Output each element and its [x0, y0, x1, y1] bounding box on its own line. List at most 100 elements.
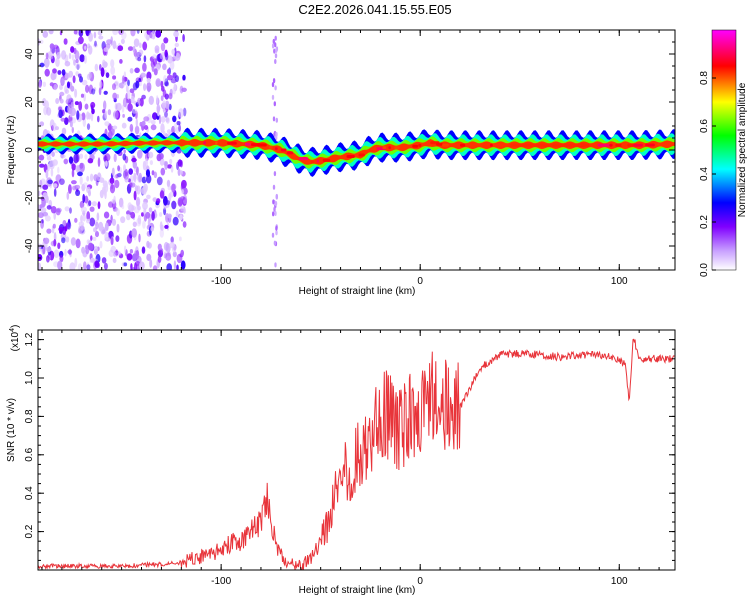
spectrogram-noise-cell	[97, 115, 100, 123]
spectrogram-noise-cell	[111, 198, 116, 204]
spectrogram-noise-cell	[168, 92, 173, 100]
spectrogram-noise-cell	[113, 110, 119, 119]
spectrogram-noise-cell	[142, 41, 148, 51]
spectrogram-noise-cell	[50, 168, 54, 177]
spectrogram-noise-cell	[275, 117, 278, 123]
spectrogram-noise-cell	[56, 52, 61, 59]
spectrogram-noise-cell	[164, 111, 168, 118]
spectrogram-noise-cell	[51, 151, 55, 157]
spectrogram-noise-cell	[123, 170, 130, 180]
spectrogram-noise-cell	[182, 74, 186, 81]
spectrogram-noise-cell	[172, 115, 177, 123]
spectrogram-noise-cell	[86, 175, 90, 182]
snr-scale-label: (x10	[10, 331, 21, 351]
spectrogram-noise-cell	[173, 31, 180, 37]
spectrogram-noise-cell	[138, 233, 141, 243]
spectrogram-noise-cell	[164, 81, 170, 87]
spectrogram-noise-cell	[72, 75, 76, 84]
spectrogram-noise-cell	[133, 172, 137, 181]
spectrogram-noise-cell	[42, 81, 47, 88]
spectrogram-noise-cell	[130, 211, 136, 219]
spectrogram-noise-cell	[171, 243, 177, 253]
spectrogram-panel: -100 0 100 -40 -20 0 20 40 Height of straight l…	[6, 29, 676, 297]
spectrogram-noise-cell	[86, 264, 91, 270]
spectrogram-noise-cell	[38, 80, 42, 88]
spectrogram-noise-cell	[86, 239, 91, 245]
spectrogram-noise-cell	[99, 240, 103, 249]
spectrogram-noise-cell	[89, 206, 95, 212]
spectrogram-noise-cell	[169, 60, 175, 70]
spectrogram-noise-cell	[117, 165, 120, 172]
spectrogram-noise-cell	[58, 226, 65, 232]
spectrogram-noise-cell	[115, 173, 119, 179]
spectrogram-noise-cell	[165, 243, 171, 253]
spectrogram-noise-cell	[96, 212, 100, 221]
spectrogram-hotspot	[460, 143, 466, 147]
spectrogram-noise-cell	[68, 156, 74, 164]
spectrogram-noise-cell	[150, 120, 156, 125]
spectrogram-noise-cell	[42, 30, 49, 38]
spectrogram-noise-cell	[139, 97, 144, 107]
spectrogram-noise-cell	[112, 257, 117, 264]
spectrogram-noise-cell	[177, 168, 181, 176]
spectrogram-noise-cell	[272, 116, 276, 122]
spectrogram-hotspot	[215, 141, 218, 145]
spectrogram-noise-cell	[135, 250, 140, 260]
spectrogram-noise-cell	[166, 164, 173, 169]
spectrogram-noise-cell	[88, 45, 93, 55]
spectrogram-hotspot	[257, 143, 267, 147]
snr-ylabel: SNR (10 * v/v)	[6, 398, 17, 462]
spectrogram-noise-cell	[127, 103, 133, 112]
spectrogram-noise-cell	[127, 178, 131, 183]
spectrogram-noise-cell	[106, 39, 113, 45]
snr-scale-exponent: 4	[9, 328, 16, 332]
spectrogram-noise-cell	[122, 153, 127, 161]
spectrogram-hotspot	[203, 141, 206, 145]
spectrogram-noise-cell	[73, 59, 76, 66]
spectrogram-noise-cell	[50, 206, 57, 214]
spectrogram-noise-cell	[42, 192, 48, 199]
spectrogram-noise-cell	[59, 84, 62, 89]
spectrogram-noise-cell	[127, 202, 132, 210]
spectrogram-noise-cell	[175, 210, 179, 217]
spectrogram-noise-cell	[38, 190, 41, 197]
x-tick-label: 100	[611, 276, 628, 287]
spectrogram-noise-cell	[79, 162, 84, 169]
spectrogram-noise-cell	[138, 172, 143, 183]
spectrogram-noise-cell	[160, 116, 166, 123]
colorbar-tick-label: 0.2	[699, 215, 710, 229]
spectrogram-ylabel: Frequency (Hz)	[6, 116, 17, 185]
spectrogram-noise-cell	[55, 208, 61, 216]
y-tick-label: 0.6	[24, 447, 35, 461]
spectrogram-noise-cell	[181, 188, 185, 195]
spectrogram-noise-cell	[112, 83, 116, 91]
spectrogram-noise-cell	[179, 236, 182, 242]
spectrogram-noise-cell	[177, 197, 183, 207]
spectrogram-noise-cell	[39, 39, 44, 44]
spectrogram-noise-cell	[273, 240, 277, 246]
colorbar-label: Normalized spectral amplitude	[737, 82, 748, 217]
spectrogram-noise-cell	[46, 205, 52, 210]
spectrogram-noise-cell	[136, 166, 139, 176]
spectrogram-noise-cell	[271, 94, 275, 100]
spectrogram-noise-cell	[129, 182, 133, 188]
spectrogram-noise-cell	[95, 221, 99, 230]
x-tick-label: 0	[417, 576, 423, 587]
spectrogram-noise-cell	[68, 184, 72, 194]
spectrogram-noise-cell	[155, 30, 162, 38]
spectrogram-noise-cell	[39, 62, 45, 68]
spectrogram-noise-cell	[152, 197, 158, 203]
spectrogram-noise-cell	[110, 181, 114, 190]
spectrogram-noise-cell	[146, 253, 152, 261]
spectrogram-noise-cell	[71, 54, 75, 61]
spectrogram-noise-cell	[275, 193, 278, 199]
spectrogram-noise-cell	[156, 176, 163, 186]
spectrogram-noise-cell	[132, 45, 136, 54]
spectrogram-hotspot	[627, 143, 635, 147]
spectrogram-noise-cell	[176, 264, 179, 270]
spectrogram-noise-cell	[107, 109, 112, 116]
figure-title: C2E2.2026.041.15.55.E05	[298, 2, 451, 17]
spectrogram-noise-cell	[104, 110, 108, 119]
spectrogram-hotspot	[645, 143, 655, 147]
